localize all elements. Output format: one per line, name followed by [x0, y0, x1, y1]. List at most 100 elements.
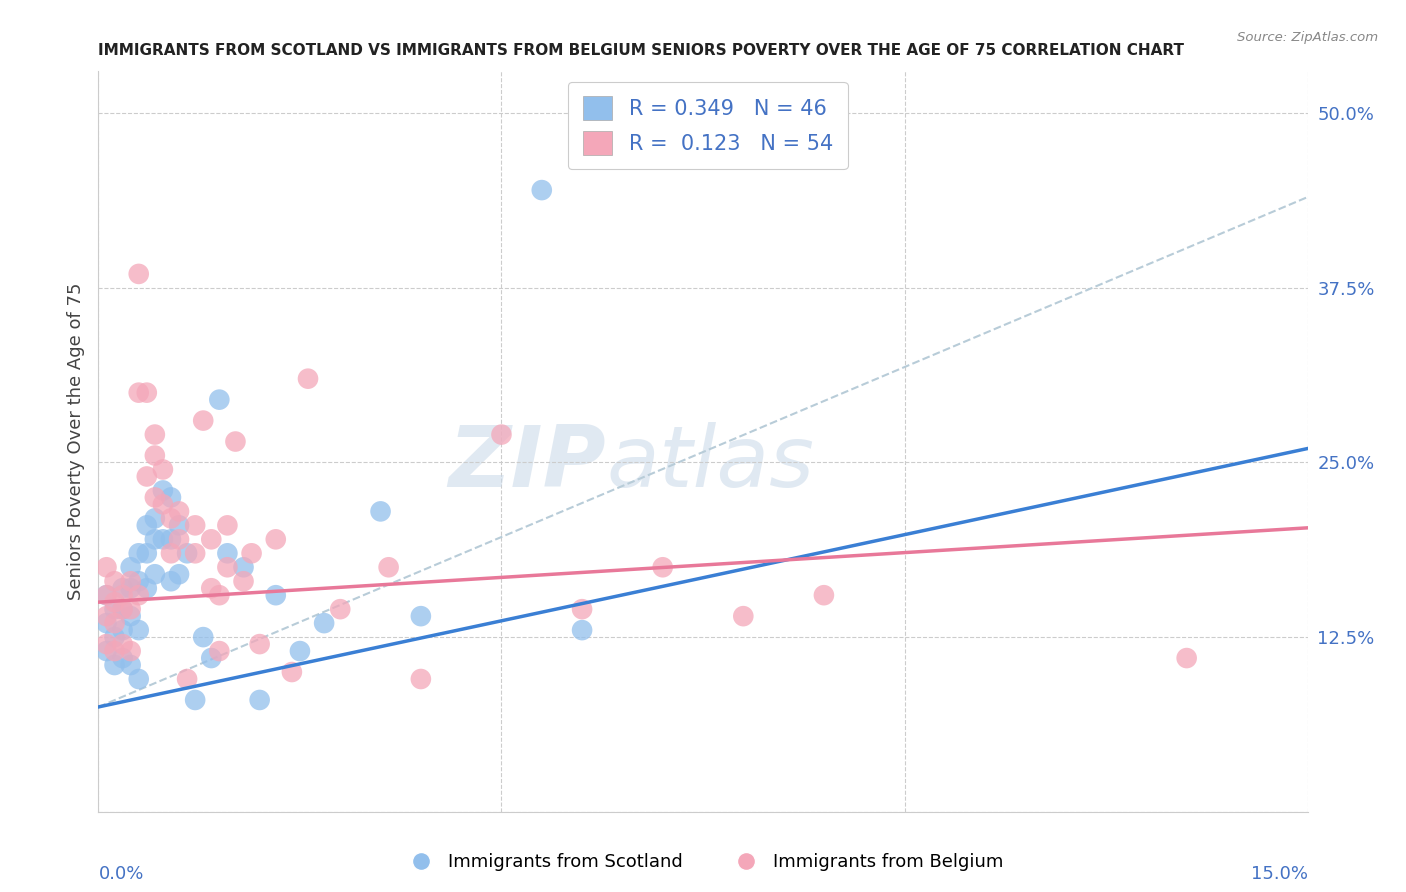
Point [120, 602, 142, 616]
Point [103, 630, 125, 644]
Point [120, 658, 142, 673]
Point [288, 644, 311, 658]
Point [111, 602, 134, 616]
Point [111, 651, 134, 665]
Point [103, 616, 125, 631]
Point [208, 644, 231, 658]
Legend: R = 0.349   N = 46, R =  0.123   N = 54: R = 0.349 N = 46, R = 0.123 N = 54 [568, 82, 848, 169]
Point [96, 560, 118, 574]
Point [167, 504, 190, 518]
Point [128, 672, 150, 686]
Point [111, 581, 134, 595]
Point [176, 546, 198, 560]
Point [135, 546, 157, 560]
Point [208, 392, 231, 407]
Point [491, 427, 513, 442]
Point [224, 434, 246, 449]
Point [167, 518, 190, 533]
Point [651, 560, 673, 574]
Point [152, 533, 174, 547]
Text: 0.0%: 0.0% [98, 865, 143, 883]
Point [143, 427, 166, 442]
Point [143, 449, 166, 463]
Point [370, 504, 392, 518]
Point [120, 574, 142, 589]
Point [128, 623, 150, 637]
Point [96, 588, 118, 602]
Point [152, 497, 174, 511]
Point [249, 637, 271, 651]
Point [103, 595, 125, 609]
Point [571, 623, 593, 637]
Point [111, 623, 134, 637]
Point [240, 546, 263, 560]
Point [530, 183, 553, 197]
Point [96, 588, 118, 602]
Point [281, 665, 304, 679]
Point [111, 602, 134, 616]
Point [152, 462, 174, 476]
Point [193, 414, 215, 428]
Point [96, 616, 118, 631]
Point [409, 609, 432, 624]
Point [135, 385, 157, 400]
Point [103, 602, 125, 616]
Point [409, 672, 432, 686]
Point [96, 637, 118, 651]
Point [128, 385, 150, 400]
Point [135, 469, 157, 483]
Point [111, 588, 134, 602]
Point [160, 511, 183, 525]
Y-axis label: Seniors Poverty Over the Age of 75: Seniors Poverty Over the Age of 75 [66, 283, 84, 600]
Point [184, 546, 207, 560]
Point [120, 644, 142, 658]
Point [128, 267, 150, 281]
Point [167, 533, 190, 547]
Point [208, 588, 231, 602]
Text: ZIP: ZIP [449, 422, 606, 505]
Point [1175, 651, 1198, 665]
Point [813, 588, 835, 602]
Point [143, 511, 166, 525]
Point [232, 560, 254, 574]
Point [377, 560, 399, 574]
Point [249, 693, 271, 707]
Point [160, 533, 183, 547]
Point [176, 672, 198, 686]
Point [128, 546, 150, 560]
Point [103, 574, 125, 589]
Point [232, 574, 254, 589]
Point [96, 644, 118, 658]
Point [184, 693, 207, 707]
Point [571, 602, 593, 616]
Point [200, 533, 222, 547]
Point [160, 546, 183, 560]
Point [143, 491, 166, 505]
Text: atlas: atlas [606, 422, 814, 505]
Legend: Immigrants from Scotland, Immigrants from Belgium: Immigrants from Scotland, Immigrants fro… [395, 847, 1011, 879]
Text: Source: ZipAtlas.com: Source: ZipAtlas.com [1237, 31, 1378, 45]
Point [329, 602, 352, 616]
Text: 15.0%: 15.0% [1250, 865, 1308, 883]
Point [200, 651, 222, 665]
Point [111, 637, 134, 651]
Point [120, 581, 142, 595]
Point [120, 609, 142, 624]
Point [160, 574, 183, 589]
Point [264, 588, 287, 602]
Point [120, 560, 142, 574]
Point [217, 546, 239, 560]
Point [143, 567, 166, 582]
Point [135, 518, 157, 533]
Point [103, 644, 125, 658]
Point [217, 560, 239, 574]
Point [297, 372, 319, 386]
Point [160, 491, 183, 505]
Point [143, 533, 166, 547]
Point [152, 483, 174, 498]
Point [103, 658, 125, 673]
Text: IMMIGRANTS FROM SCOTLAND VS IMMIGRANTS FROM BELGIUM SENIORS POVERTY OVER THE AGE: IMMIGRANTS FROM SCOTLAND VS IMMIGRANTS F… [98, 43, 1184, 58]
Point [96, 609, 118, 624]
Point [264, 533, 287, 547]
Point [135, 581, 157, 595]
